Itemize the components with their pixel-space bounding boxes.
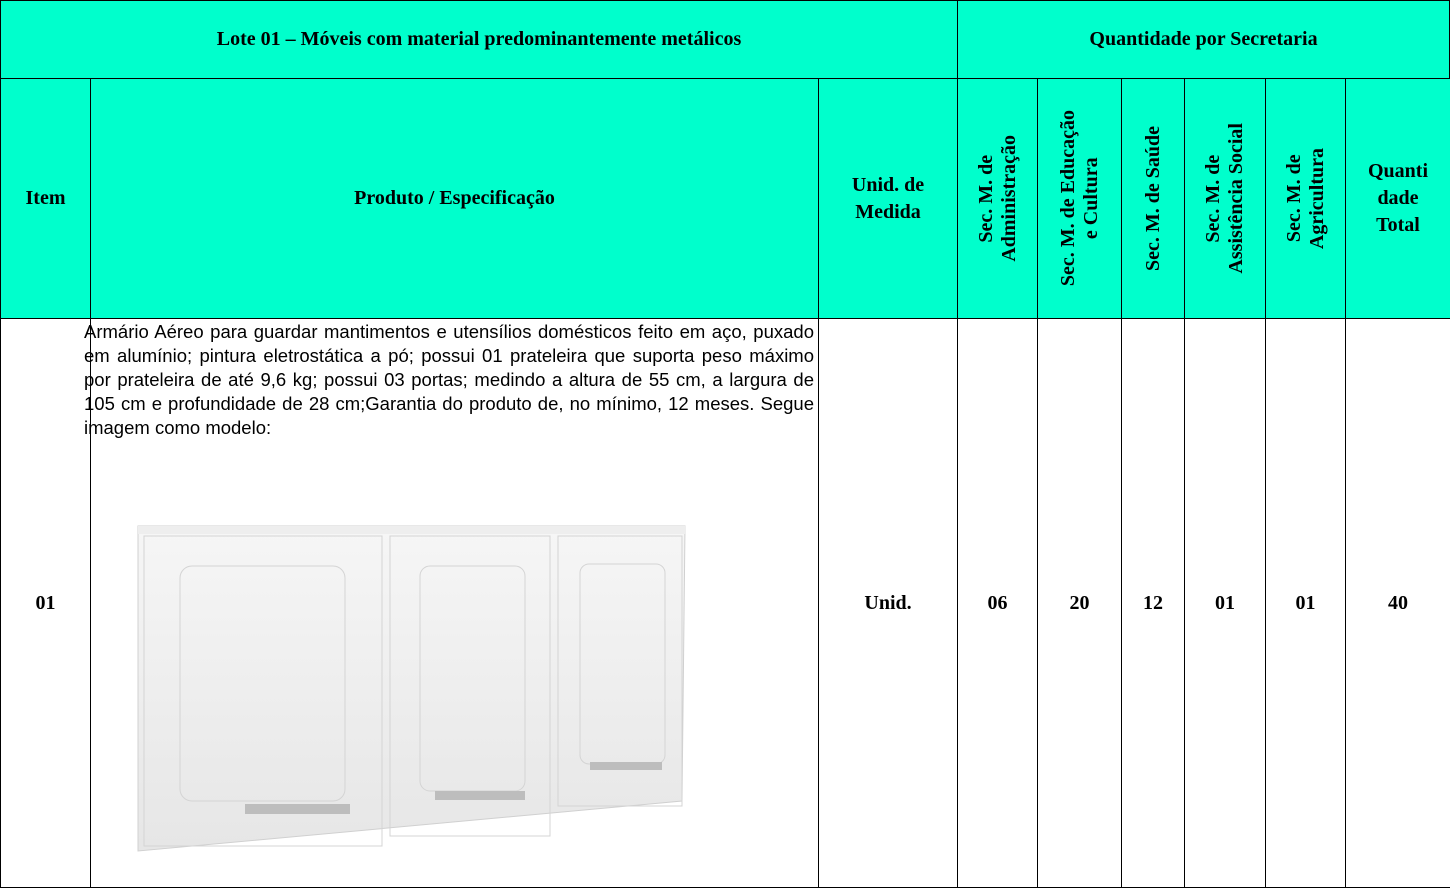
unit-cell: Unid. bbox=[818, 318, 958, 888]
header-product: Produto / Especificação bbox=[90, 78, 819, 319]
header-item: Item bbox=[0, 78, 91, 319]
header-sec: Sec. M. de Saúde bbox=[1121, 78, 1185, 319]
header-line: Unid. de bbox=[851, 173, 925, 196]
header-sec: Sec. M. de Administração bbox=[957, 78, 1038, 319]
header-line: Sec. M. de bbox=[1282, 154, 1305, 243]
header-sec: Sec. M. de Educação e Cultura bbox=[1037, 78, 1122, 319]
header-line: Quanti bbox=[1367, 160, 1429, 182]
header-line: Sec. M. de Saúde bbox=[1141, 126, 1164, 271]
header-line: e Cultura bbox=[1079, 157, 1102, 240]
lote-title: Lote 01 – Móveis com material predominan… bbox=[0, 0, 958, 79]
header-line: dade bbox=[1377, 187, 1419, 209]
product-image bbox=[137, 525, 686, 852]
header-line: Assistência Social bbox=[1225, 123, 1247, 274]
header-sec: Sec. M. de Assistência Social bbox=[1184, 78, 1266, 319]
qty-cell: 01 bbox=[1265, 318, 1346, 888]
header-line: Sec. M. de bbox=[974, 154, 997, 243]
header-line: Agricultura bbox=[1305, 147, 1328, 250]
header-total: Quanti dade Total bbox=[1345, 78, 1450, 319]
header-line: Medida bbox=[855, 200, 921, 223]
header-sec: Sec. M. de Agricultura bbox=[1265, 78, 1346, 319]
qty-cell: 20 bbox=[1037, 318, 1122, 888]
header-unit: Unid. de Medida bbox=[818, 78, 958, 319]
header-line: Sec. M. de bbox=[1202, 154, 1224, 243]
header-line: Administração bbox=[997, 135, 1020, 262]
qty-cell: 12 bbox=[1121, 318, 1185, 888]
qty-cell: 06 bbox=[957, 318, 1038, 888]
description: Armário Aéreo para guardar mantimentos e… bbox=[84, 321, 814, 438]
qty-cell: 01 bbox=[1184, 318, 1266, 888]
total-cell: 40 bbox=[1345, 318, 1450, 888]
header-line: Sec. M. de Educação bbox=[1056, 110, 1079, 287]
header-line: Total bbox=[1376, 214, 1420, 236]
item-cell: 01 bbox=[0, 318, 91, 888]
quantity-title: Quantidade por Secretaria bbox=[957, 0, 1450, 79]
